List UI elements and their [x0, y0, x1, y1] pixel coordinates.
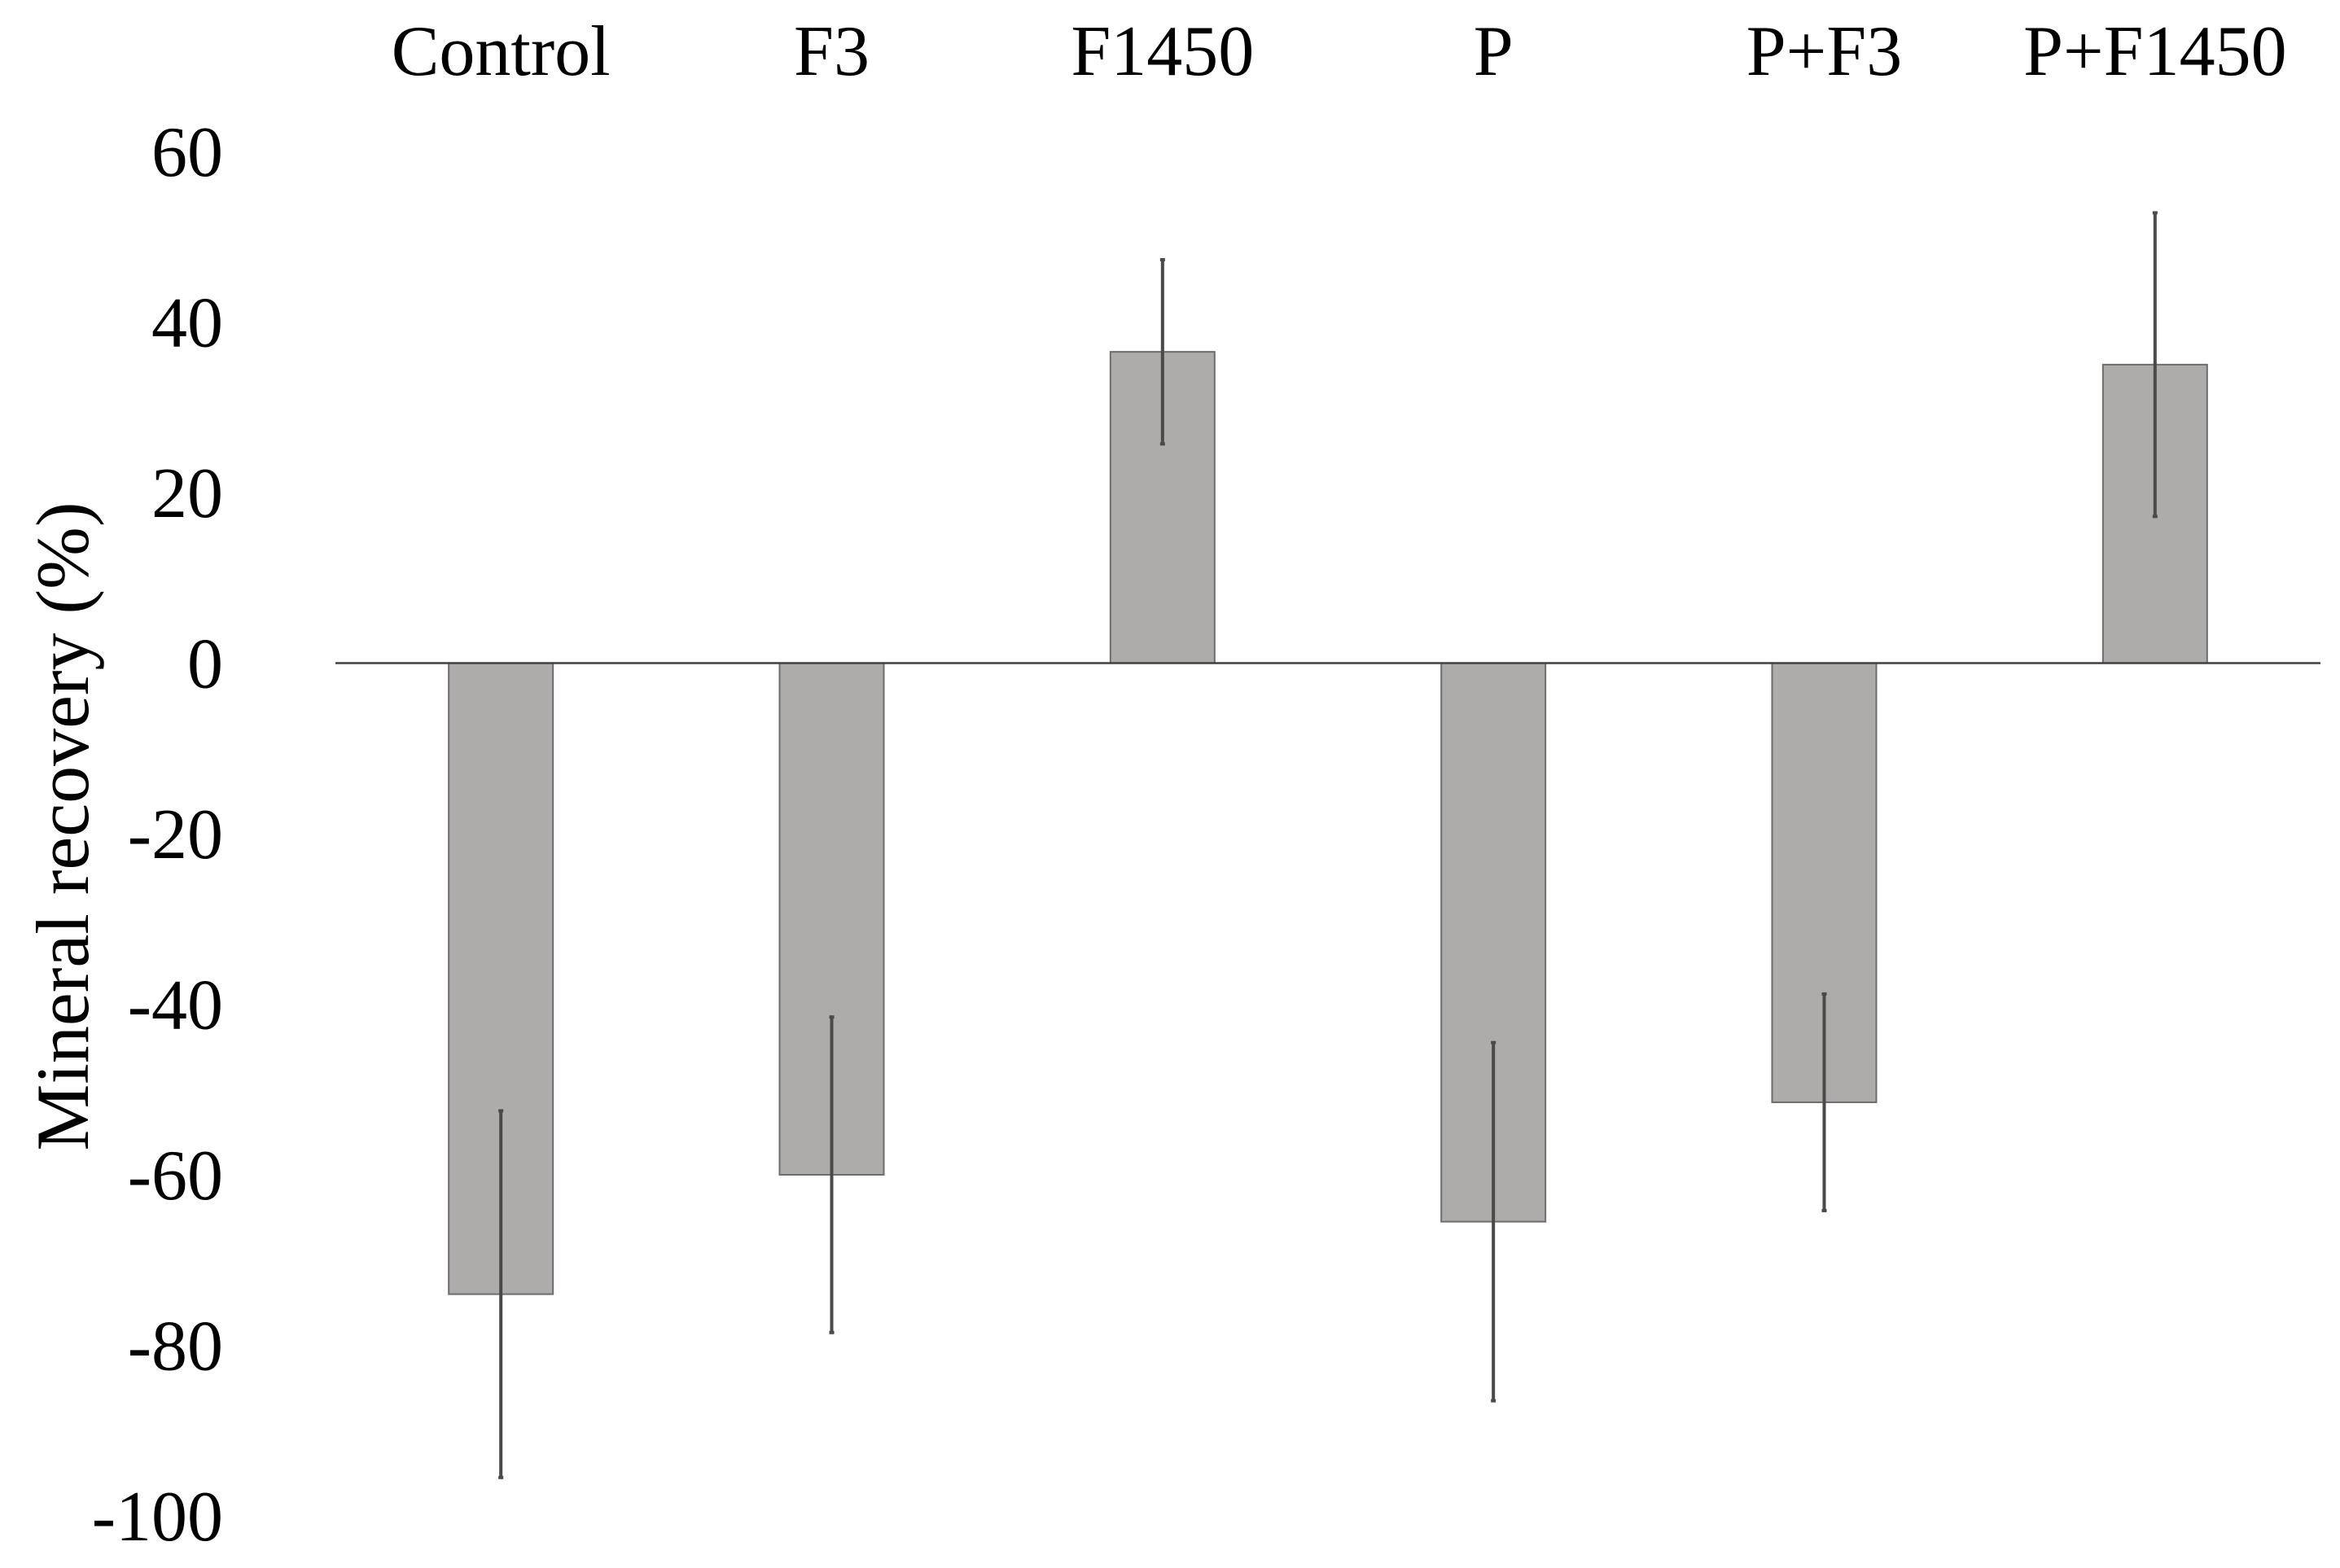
y-tick-label: 60	[151, 113, 223, 192]
bars-group	[448, 351, 2208, 1295]
y-tick-labels: 60 40 20 0 -20 -40 -60 -80 -100	[92, 113, 223, 1557]
y-tick-label: -40	[128, 966, 223, 1045]
category-label: P	[1474, 12, 1514, 91]
y-axis-title: Mineral recovery (%)	[21, 502, 104, 1151]
category-label: P+F1450	[2023, 12, 2287, 91]
category-label: F1450	[1071, 12, 1254, 91]
category-labels: Control F3 F1450 P P+F3 P+F1450	[392, 12, 2287, 91]
y-tick-label: 0	[187, 625, 223, 704]
category-label: Control	[392, 12, 611, 91]
category-label: P+F3	[1746, 12, 1903, 91]
y-tick-label: -100	[92, 1478, 223, 1557]
error-bar-p-f1450	[2152, 211, 2158, 519]
error-bar-f3	[829, 1015, 835, 1334]
error-bar-p-f3	[1821, 992, 1827, 1212]
y-tick-label: -80	[128, 1307, 223, 1386]
y-tick-label: -60	[128, 1137, 223, 1215]
y-tick-label: 20	[151, 454, 223, 533]
error-bar-f1450	[1159, 258, 1165, 446]
error-bars-group	[498, 211, 2158, 1479]
y-tick-label: 40	[151, 284, 223, 363]
error-bar-control	[498, 1109, 504, 1479]
error-bar-p	[1491, 1040, 1496, 1403]
category-label: F3	[794, 12, 870, 91]
y-tick-label: -20	[128, 795, 223, 874]
